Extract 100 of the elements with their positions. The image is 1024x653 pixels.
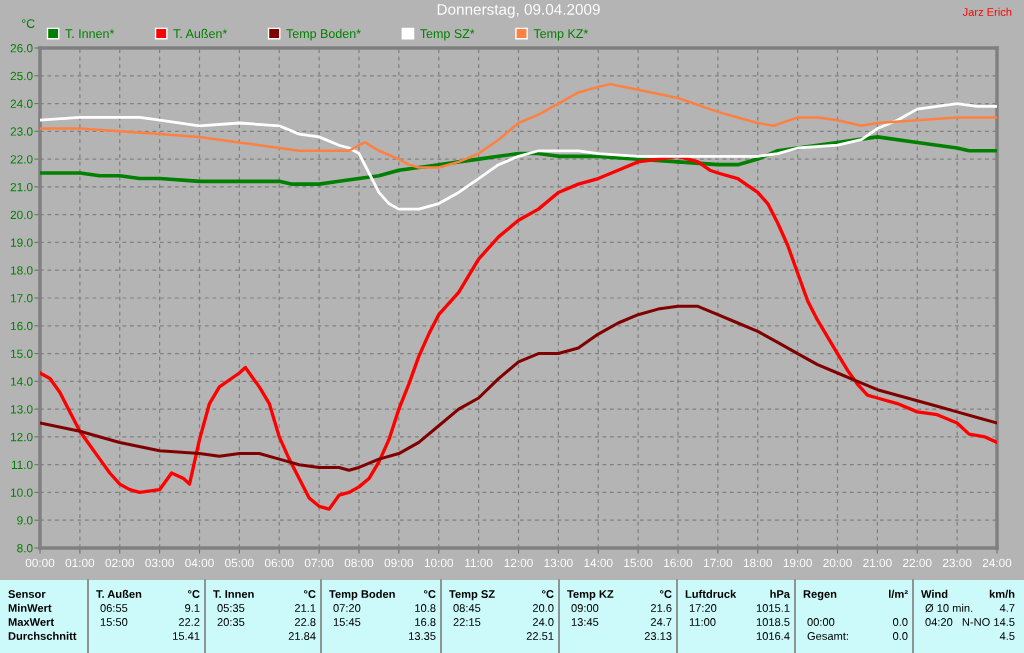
text: 09:00	[571, 604, 599, 612]
text: °C	[304, 590, 316, 598]
text: 13:45	[571, 618, 599, 626]
x-tick-label: 19:00	[783, 558, 812, 568]
y-tick-label: 20.0	[10, 210, 33, 220]
legend-label: Temp KZ*	[533, 29, 589, 41]
text: 9.1	[185, 604, 200, 612]
line-series	[40, 304, 997, 472]
text: Durchschnitt	[8, 631, 77, 640]
y-tick-label: 16.0	[10, 321, 33, 331]
text: l/m²	[889, 589, 908, 599]
text: 05:35	[217, 604, 245, 612]
x-tick-label: 24:00	[982, 558, 1012, 568]
y-tick-label: 17.0	[10, 294, 33, 303]
text: Temp KZ	[567, 590, 614, 601]
text: 1018.5	[756, 618, 790, 626]
text: °C	[660, 590, 672, 598]
text: 13.35	[409, 632, 436, 640]
x-tick-label: 12:00	[504, 558, 533, 568]
x-tick-label: 00:00	[25, 558, 55, 568]
chart-title: Donnerstag, 09.04.2009	[437, 4, 600, 18]
y-tick-label: 26.0	[10, 44, 33, 53]
text: N-NO 14.5	[962, 618, 1015, 626]
x-tick-label: 20:00	[823, 558, 852, 568]
y-tick-label: 9.0	[17, 516, 33, 525]
text: Temp Boden	[329, 589, 395, 601]
text: 00:00	[807, 618, 835, 626]
text: 08:45	[453, 604, 481, 612]
text: 07:20	[333, 604, 361, 612]
text: hPa	[770, 589, 791, 598]
text: °C	[542, 590, 554, 598]
text: 15:45	[333, 618, 361, 626]
text: 11:00	[689, 618, 716, 626]
text: 24.7	[650, 618, 672, 626]
x-tick-label: 09:00	[384, 558, 414, 568]
y-tick-label: 23.0	[10, 127, 33, 136]
y-tick-label: 8.0	[17, 544, 33, 553]
y-tick-label: 10.0	[10, 488, 33, 497]
x-tick-label: 08:00	[344, 558, 374, 568]
x-tick-label: 05:00	[225, 558, 254, 568]
text: T. Außen	[96, 589, 142, 598]
x-tick-label: 03:00	[145, 558, 174, 568]
y-tick-label: 24.0	[10, 99, 33, 108]
text: 04:20	[925, 618, 953, 626]
text: Jarz Erich	[962, 7, 1012, 16]
text: 4.7	[999, 604, 1015, 612]
text: °C	[188, 590, 200, 598]
x-tick-label: 17:00	[704, 558, 733, 568]
x-tick-label: 06:00	[264, 558, 294, 568]
text: km/h	[989, 589, 1015, 599]
y-tick-label: 15.0	[10, 349, 33, 358]
text: 22.51	[526, 632, 554, 640]
text: MaxWert	[8, 618, 54, 626]
text: 22:15	[453, 618, 481, 626]
text: Regen	[803, 590, 837, 601]
x-tick-label: 04:00	[185, 558, 214, 568]
text: 0.0	[892, 632, 908, 640]
text: 21.6	[650, 604, 672, 612]
text: T. Innen	[213, 590, 254, 598]
x-tick-label: 13:00	[544, 558, 573, 568]
x-tick-label: 23:00	[942, 558, 972, 568]
text: 06:55	[100, 604, 128, 612]
text: 1016.4	[756, 632, 790, 640]
text: MinWert	[8, 603, 52, 612]
text: 17:20	[689, 604, 717, 612]
text: 21.84	[288, 632, 316, 640]
text: Wind	[921, 589, 948, 598]
x-tick-label: 22:00	[903, 558, 932, 568]
y-tick-label: 18.0	[10, 266, 33, 275]
y-tick-label: 22.0	[10, 155, 33, 164]
y-tick-label: 19.0	[10, 238, 33, 247]
text: 16.8	[415, 618, 436, 626]
text: 22.8	[294, 618, 316, 626]
y-axis-title: °C	[21, 19, 35, 29]
text: 20:35	[217, 618, 245, 626]
x-tick-label: 07:00	[304, 558, 334, 568]
x-tick-label: 10:00	[424, 558, 454, 568]
text: 22.2	[178, 618, 200, 626]
x-tick-label: 14:00	[584, 558, 613, 568]
y-tick-label: 14.0	[10, 377, 33, 386]
text: Ø 10 min.	[925, 603, 973, 613]
text: °C	[424, 590, 436, 598]
y-tick-label: 25.0	[10, 71, 33, 81]
text: 24.0	[532, 618, 554, 626]
text: 10.8	[415, 604, 436, 612]
legend-label: T. Innen*	[65, 29, 115, 39]
text: Sensor	[8, 590, 46, 598]
text: Temp SZ	[449, 590, 495, 601]
x-tick-label: 21:00	[863, 558, 892, 568]
text: 0.0	[892, 618, 908, 626]
legend-label: Temp SZ*	[420, 29, 475, 41]
y-tick-label: 13.0	[10, 405, 33, 414]
x-tick-label: 15:00	[624, 558, 653, 568]
x-tick-label: 01:00	[65, 558, 95, 568]
text: 23.13	[644, 632, 672, 640]
text: Luftdruck	[685, 589, 737, 598]
line-series	[40, 82, 997, 169]
text: 21.1	[294, 604, 316, 612]
y-tick-label: 21.0	[10, 182, 33, 192]
text: 15.41	[173, 632, 200, 640]
